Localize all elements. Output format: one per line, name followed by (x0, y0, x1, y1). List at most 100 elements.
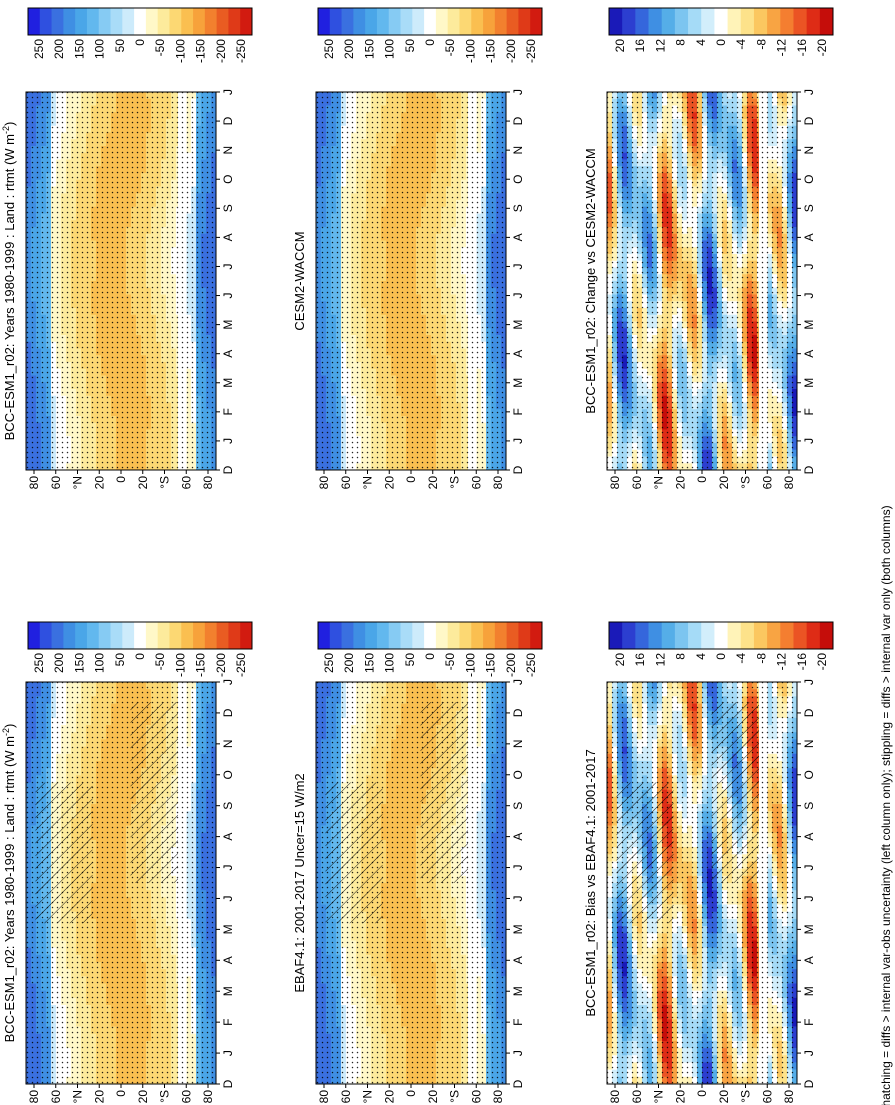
heatmap-bias_left_top (25, 681, 217, 1085)
month-tick-label: O (221, 770, 235, 779)
colorbar-swatch (240, 622, 253, 649)
lat-tick-label: 60 (179, 1090, 193, 1104)
lat-tick-label: 60 (179, 476, 193, 490)
month-tick-label: J (221, 263, 235, 269)
month-tick-label: S (221, 802, 235, 810)
colorbar-swatch (181, 8, 194, 35)
lat-tick-label: 80 (27, 476, 41, 490)
colorbar-bias_left_top: 250 200 150 100 50 0 -50 -100 -150 -200 -250 (27, 621, 253, 677)
lat-tick-label: 80 (201, 476, 215, 490)
colorbar-tick-label: 200 (342, 653, 356, 673)
colorbar-swatch (193, 8, 206, 35)
colorbar-swatch (122, 8, 135, 35)
month-tick-label: N (221, 146, 235, 155)
month-tick-label: J (221, 865, 235, 871)
colorbar-tick-label: 50 (113, 653, 127, 667)
month-tick-label: M (221, 320, 235, 330)
colorbar-swatch (329, 622, 342, 649)
colorbar-tick-label: 50 (403, 653, 417, 667)
lat-tick-label: 0 (114, 476, 128, 483)
lat-tick-label: 60 (49, 476, 63, 490)
colorbar-tick-label: -250 (524, 653, 538, 677)
colorbar-swatch (145, 622, 159, 649)
lat-tick-label: 0 (114, 1090, 128, 1097)
colorbar-swatch (216, 8, 229, 35)
colorbar-swatch (110, 8, 123, 35)
colorbar-tick-label: 100 (383, 653, 397, 673)
colorbar-tick-label: -100 (173, 39, 187, 63)
colorbar-tick-label: -150 (194, 653, 208, 677)
colorbar-tick-label: 200 (52, 39, 66, 59)
colorbar-swatch (39, 622, 52, 649)
month-tick-label: J (221, 89, 235, 95)
lat-tick-label: 20 (92, 1090, 106, 1104)
month-tick-label: M (221, 378, 235, 388)
colorbar-tick-label: 250 (322, 653, 336, 673)
colorbar-swatch (169, 8, 182, 35)
colorbar-tick-label: -200 (504, 653, 518, 677)
colorbar-frame (27, 7, 253, 36)
colorbar-swatch (28, 8, 41, 35)
month-tick-label: F (221, 1018, 235, 1025)
colorbar-swatch (471, 622, 484, 649)
colorbar-swatch (353, 622, 366, 649)
colorbar-swatch (193, 622, 206, 649)
lat-tick-label: 60 (49, 1090, 63, 1104)
month-tick-label: A (221, 233, 235, 241)
colorbar-frame (317, 621, 543, 650)
colorbar-swatch (530, 622, 543, 649)
colorbar-obs_left_mid: 250 200 150 100 50 0 -50 -100 -150 -200 -250 (317, 621, 543, 677)
colorbar-tick-label: 150 (362, 653, 376, 673)
colorbar-tick-label: 0 (133, 653, 147, 660)
lat-tick-label: 20 (92, 476, 106, 490)
heatmap-model_right_top (25, 91, 217, 471)
colorbar-tick-label: -150 (194, 39, 208, 63)
colorbar-swatch (98, 8, 111, 35)
colorbar-tick-label: -250 (234, 653, 248, 677)
colorbar-swatch (169, 622, 182, 649)
colorbar-tick-label: -250 (234, 39, 248, 63)
lat-tick-label: °S (158, 476, 172, 489)
colorbar-swatch (181, 622, 194, 649)
colorbar-swatch (145, 8, 159, 35)
colorbar-swatch (157, 8, 170, 35)
hatching-overlay (35, 782, 93, 924)
colorbar-tick-label: -200 (214, 39, 228, 63)
colorbar-swatch (86, 622, 100, 649)
colorbar-swatch (483, 622, 496, 649)
stippling-overlay (26, 92, 216, 470)
colorbar-swatch (459, 622, 472, 649)
colorbar-tick-label: 100 (93, 39, 107, 59)
colorbar-frame (27, 621, 253, 650)
lat-tick-label: 80 (27, 1090, 41, 1104)
colorbar-swatch (51, 8, 64, 35)
colorbar-swatch (75, 622, 88, 649)
axis-lat-model_right_top: 80 60 °N 20 0 20 °S 60 80 (27, 470, 215, 489)
colorbar-swatch (110, 622, 123, 649)
month-tick-label: J (221, 293, 235, 299)
colorbar-tick-label: 100 (93, 653, 107, 673)
colorbar-swatch (412, 622, 425, 649)
lat-tick-label: 20 (136, 476, 150, 490)
colorbar-swatch (228, 8, 241, 35)
colorbar-swatch (365, 622, 378, 649)
colorbar-tick-label: 250 (32, 39, 46, 59)
colorbar-swatch (134, 8, 147, 35)
colorbar-tick-label: 250 (32, 653, 46, 673)
figure-footnote: hatching = diffs > internal var-obs unce… (879, 505, 893, 1105)
colorbar-swatch (240, 8, 253, 35)
colorbar-tick-label: -50 (153, 39, 167, 57)
colorbar-swatch (63, 8, 76, 35)
colorbar-swatch (388, 622, 401, 649)
month-tick-label: S (221, 204, 235, 212)
month-tick-label: O (221, 175, 235, 184)
colorbar-swatch (506, 622, 519, 649)
colorbar-tick-label: -100 (463, 653, 477, 677)
month-tick-label: N (221, 740, 235, 749)
month-tick-label: D (221, 1079, 235, 1088)
colorbar-model_right_top: 250 200 150 100 50 0 -50 -100 -150 -200 -250 (27, 7, 253, 63)
colorbar-tick-label: 50 (113, 39, 127, 53)
